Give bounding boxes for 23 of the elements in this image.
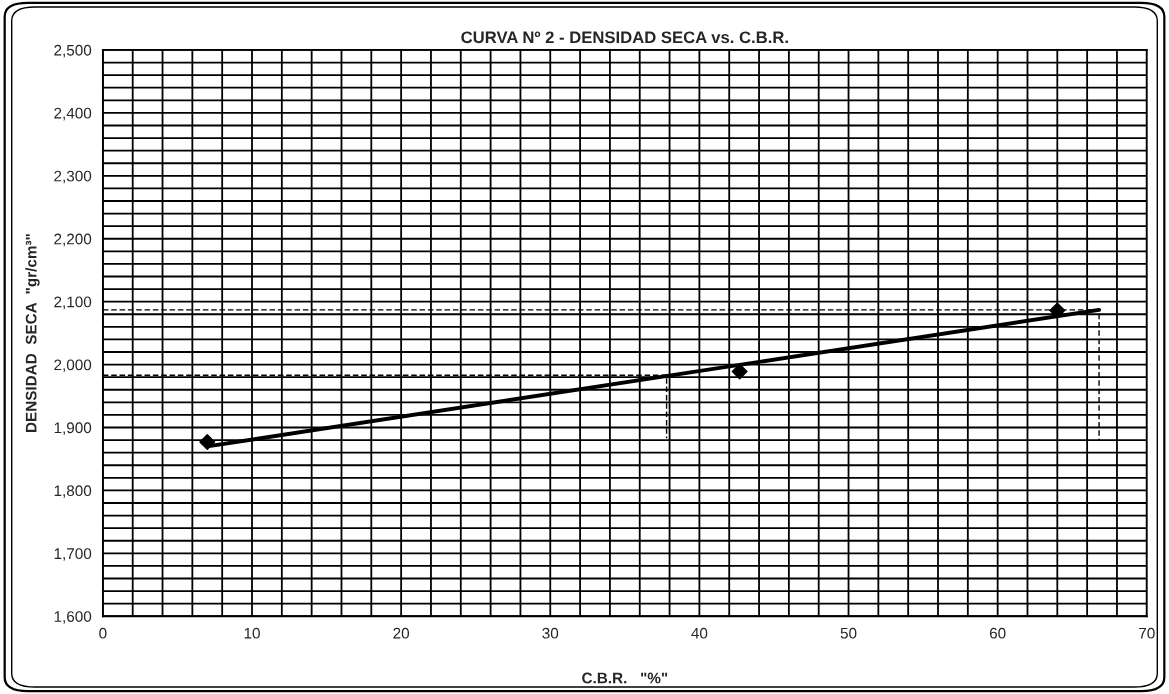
x-axis-title: C.B.R. "%" [582,672,668,684]
chart-title: CURVA Nº 2 - DENSIDAD SECA vs. C.B.R. [461,31,788,44]
y-tick-label: 2,100 [54,296,92,310]
x-tick-label: 0 [99,627,107,639]
y-tick-label: 2,400 [54,107,92,121]
x-tick-label: 60 [989,627,1006,639]
y-tick-label: 1,600 [54,611,92,624]
y-tick-label: 2,000 [54,359,92,373]
x-tick-label: 20 [393,627,410,639]
y-tick-label: 1,800 [54,485,92,498]
y-tick-label: 2,300 [54,170,92,184]
y-tick-label: 2,500 [54,44,92,58]
point [1049,302,1066,319]
x-tick-label: 70 [1139,627,1155,639]
x-tick-label: 50 [840,627,857,639]
y-tick-label: 1,900 [54,422,92,435]
x-tick-label: 40 [691,627,708,639]
y-axis-title: DENSIDAD SECA "gr/cm³" [25,234,40,433]
y-tick-label: 1,700 [54,548,92,561]
x-tick-label: 10 [244,627,260,639]
x-tick-label: 30 [542,627,559,639]
point [199,433,216,450]
y-tick-label: 2,200 [54,233,92,247]
